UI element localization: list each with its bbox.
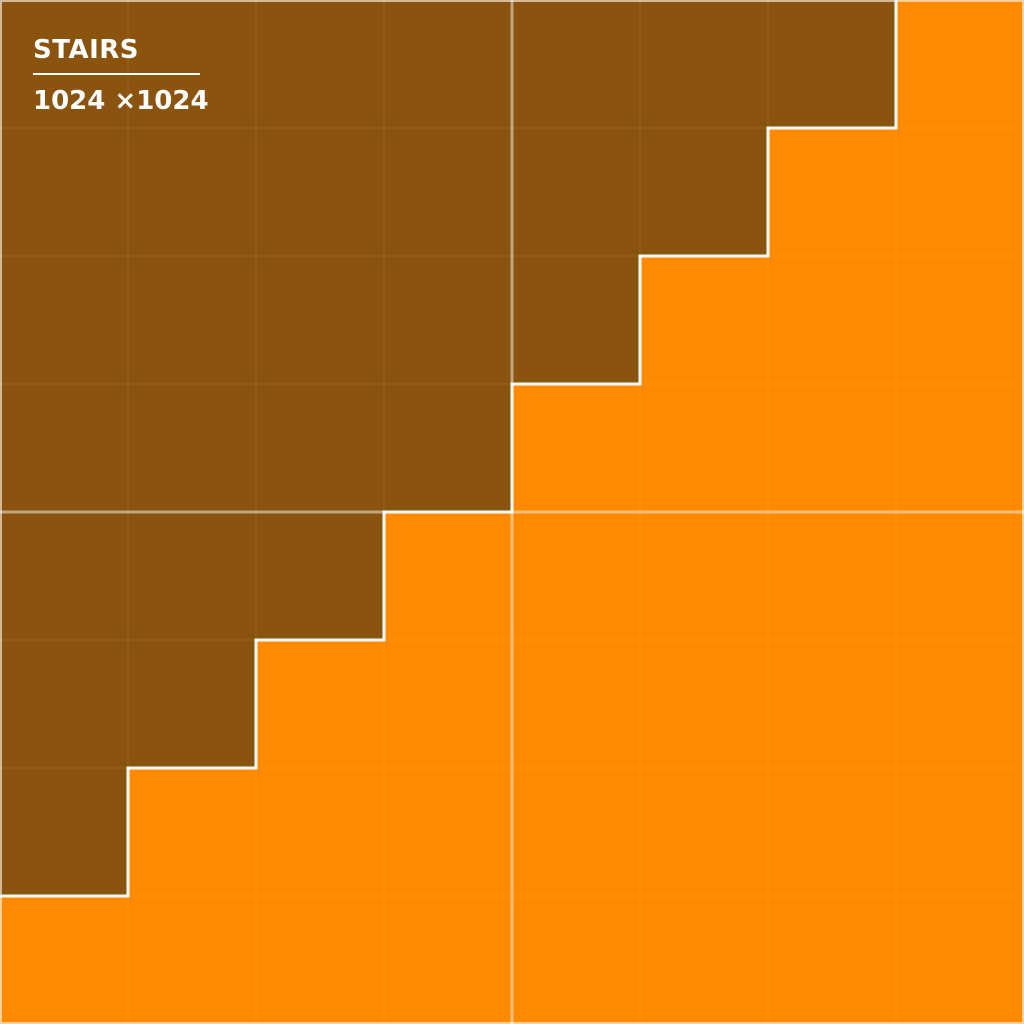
- pattern-title: STAIRS: [33, 35, 139, 65]
- dark-step: [0, 128, 768, 256]
- title-divider: [33, 73, 200, 75]
- dark-step: [0, 384, 512, 512]
- dark-step: [0, 768, 128, 896]
- dark-step: [0, 0, 896, 128]
- stair-outline: [0, 0, 898, 898]
- dark-step: [0, 640, 256, 768]
- pattern-size: 1024 ×1024: [33, 86, 209, 116]
- dark-step: [0, 512, 384, 640]
- dark-step: [0, 256, 640, 384]
- pattern-label: STAIRS 1024 ×1024: [33, 34, 209, 118]
